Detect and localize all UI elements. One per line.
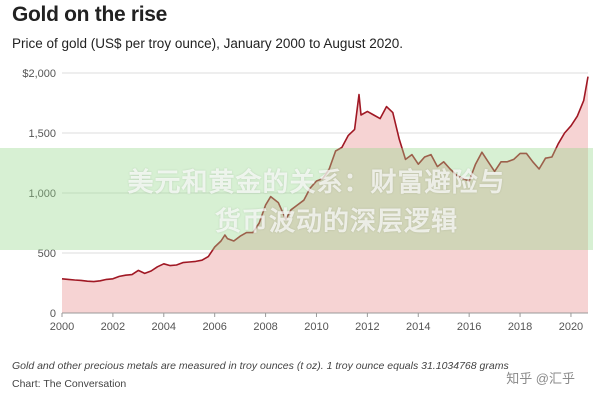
x-tick-label: 2018 [508,321,532,333]
chart-subtitle: Price of gold (US$ per troy ounce), Janu… [12,36,403,51]
x-tick-label: 2008 [253,321,277,333]
price-line [61,76,589,283]
x-tick-label: 2014 [406,321,430,333]
y-tick-label: $2,000 [22,68,56,80]
x-tick-label: 2006 [202,321,226,333]
overlay-banner: 美元和黄金的关系：财富避险与 货币波动的深层逻辑 [0,148,593,250]
footnote: Gold and other precious metals are measu… [12,360,509,372]
overlay-text-line-1: 美元和黄金的关系：财富避险与 [127,167,506,197]
chart-title: Gold on the rise [12,3,168,26]
y-tick-label: 1,500 [28,128,56,140]
x-tick-label: 2002 [101,321,125,333]
x-tick-label: 2000 [50,321,74,333]
price-area [62,76,588,313]
x-tick-label: 2012 [355,321,379,333]
y-tick-label: 0 [50,308,56,320]
x-tick-label: 2004 [152,321,176,333]
x-tick-label: 2016 [457,321,481,333]
watermark: 知乎 @汇乎 [506,371,575,386]
gold-price-chart: 0 500 1,000 1,500 $2,000 2000 2002 2004 2006 2008… [22,68,589,333]
overlay-text-line-2: 货币波动的深层逻辑 [214,206,458,236]
x-tick-label: 2010 [304,321,328,333]
chart-source: Chart: The Conversation [12,378,127,390]
x-tick-label: 2020 [559,321,583,333]
y-tick-label: 500 [38,248,56,260]
y-tick-label: 1,000 [28,188,56,200]
